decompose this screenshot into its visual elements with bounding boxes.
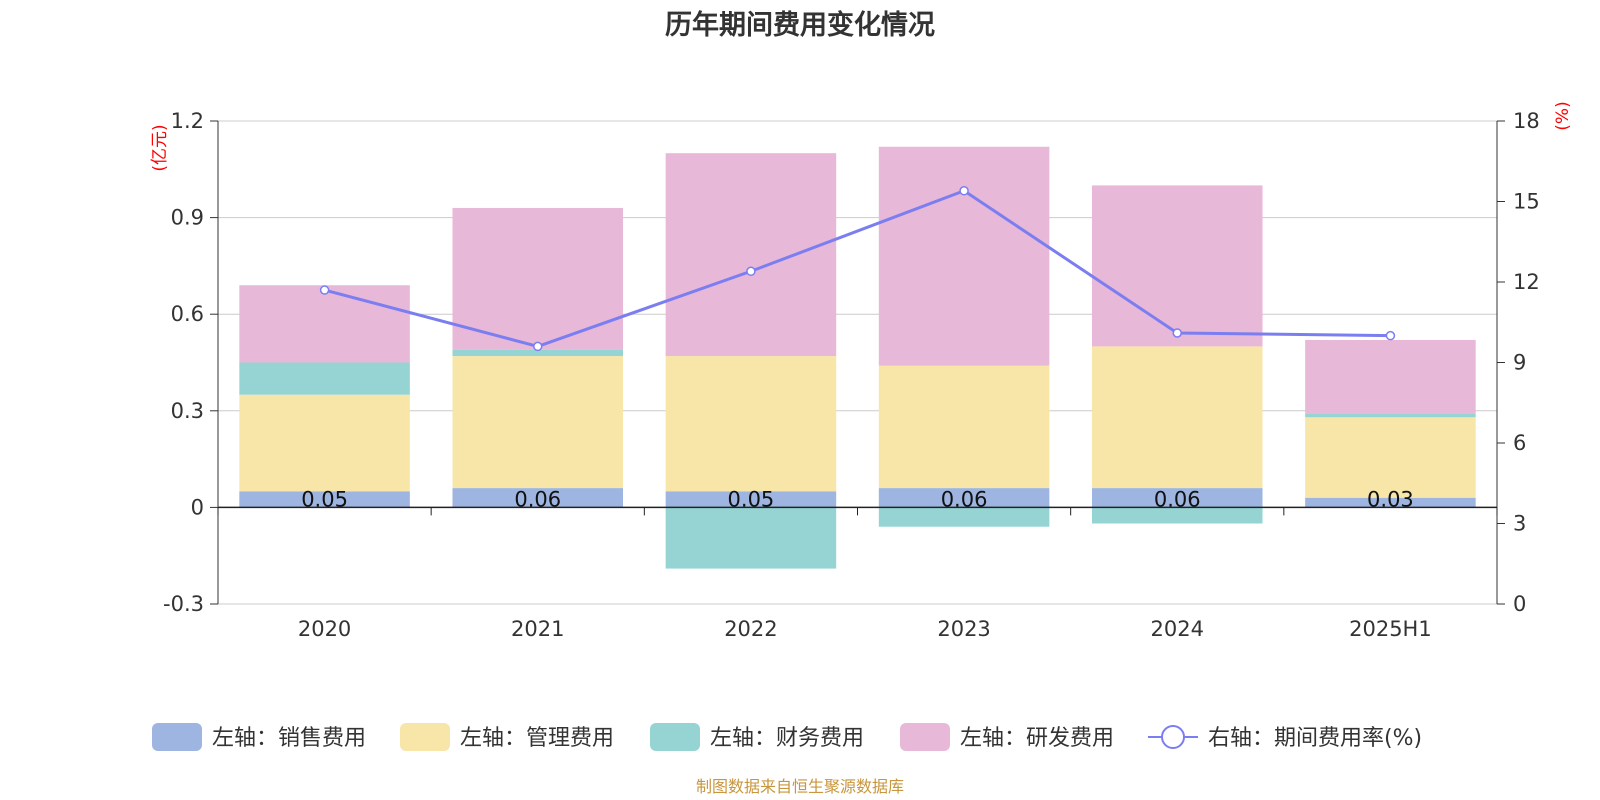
bar-segment	[1305, 339, 1476, 415]
rate-point	[959, 186, 969, 196]
legend-label: 左轴：销售费用	[212, 726, 366, 751]
bar-segment	[452, 356, 624, 489]
x-tick-label: 2021	[511, 617, 564, 641]
right-tick-label: 15	[1513, 190, 1540, 214]
left-tick-label: 0.6	[171, 302, 204, 326]
left-tick-label: 0	[191, 495, 204, 519]
x-tick-label: 2024	[1151, 617, 1204, 641]
bar-segment	[878, 365, 1050, 489]
bar-segment	[878, 507, 1050, 527]
bar-segment	[665, 356, 837, 492]
left-axis-unit: (亿元)	[150, 124, 170, 171]
bar-segment	[665, 507, 837, 569]
bar-segment	[665, 153, 837, 357]
rate-line-path	[324, 189, 1391, 348]
axes: -0.3 0 0.3 0.6 0.9 1.2 0 3 6 9 12 15 18 2020 2021 2022 2…	[163, 109, 1540, 641]
bar-segment	[239, 491, 410, 508]
bar-segment	[239, 285, 410, 363]
legend-swatch	[152, 723, 202, 751]
legend: 左轴：销售费用 左轴：管理费用 左轴：财务费用 左轴：研发费用 右轴：期间费用率(%)	[152, 723, 1422, 751]
bar-segment	[665, 491, 837, 508]
data-label: 0.03	[1367, 487, 1414, 511]
right-tick-label: 3	[1513, 512, 1526, 536]
rate-point	[1385, 330, 1396, 341]
right-axis-unit: (%)	[1553, 101, 1573, 130]
source-note: 制图数据来自恒生聚源数据库	[696, 777, 904, 796]
right-tick-label: 18	[1513, 109, 1540, 133]
legend-swatch	[900, 723, 950, 751]
left-tick-label: 0.3	[171, 399, 204, 423]
bar-segment	[239, 394, 410, 492]
rate-point	[319, 285, 330, 295]
bar-segment	[452, 349, 624, 357]
legend-label: 左轴：研发费用	[960, 726, 1114, 751]
bar-segment	[1305, 414, 1476, 418]
bar-segment	[239, 362, 410, 395]
x-tick-label: 2025H1	[1349, 617, 1432, 641]
data-label: 0.05	[728, 487, 775, 511]
rate-line	[319, 186, 1396, 352]
bars	[239, 146, 1476, 569]
rate-point	[746, 266, 756, 277]
bar-segment	[1305, 497, 1476, 508]
left-tick-label: 1.2	[171, 109, 204, 133]
legend-label: 左轴：管理费用	[460, 726, 614, 751]
bar-segment	[1305, 417, 1476, 498]
legend-swatch	[650, 723, 700, 751]
right-tick-label: 9	[1513, 351, 1526, 375]
data-label: 0.06	[941, 487, 988, 511]
bar-segment	[452, 488, 624, 508]
rate-point	[533, 341, 543, 352]
x-tick-label: 2022	[724, 617, 777, 641]
bar-segment	[1091, 488, 1263, 508]
gridlines	[218, 120, 1497, 605]
bar-segment	[1091, 346, 1263, 489]
left-tick-label: -0.3	[163, 592, 204, 616]
chart-title: 历年期间费用变化情况	[665, 9, 935, 41]
left-tick-label: 0.9	[171, 206, 204, 230]
legend-label: 左轴：财务费用	[710, 726, 864, 751]
right-tick-label: 0	[1513, 592, 1526, 616]
bar-segment	[878, 146, 1050, 366]
right-tick-label: 6	[1513, 431, 1526, 455]
bar-segment	[1091, 185, 1263, 347]
rate-point	[1172, 328, 1182, 338]
legend-circle-icon	[1161, 725, 1185, 749]
bar-segment	[878, 488, 1050, 508]
legend-label: 右轴：期间费用率(%)	[1208, 726, 1422, 751]
data-label: 0.06	[514, 487, 561, 511]
legend-swatch	[400, 723, 450, 751]
x-tick-label: 2020	[298, 617, 351, 641]
bar-segment	[452, 207, 624, 350]
bar-segment	[1091, 507, 1263, 524]
data-label: 0.06	[1154, 487, 1201, 511]
data-labels: 0.05 0.06 0.05 0.06 0.06 0.03	[301, 487, 1414, 511]
data-label: 0.05	[301, 487, 348, 511]
right-tick-label: 12	[1513, 270, 1540, 294]
x-tick-label: 2023	[937, 617, 990, 641]
